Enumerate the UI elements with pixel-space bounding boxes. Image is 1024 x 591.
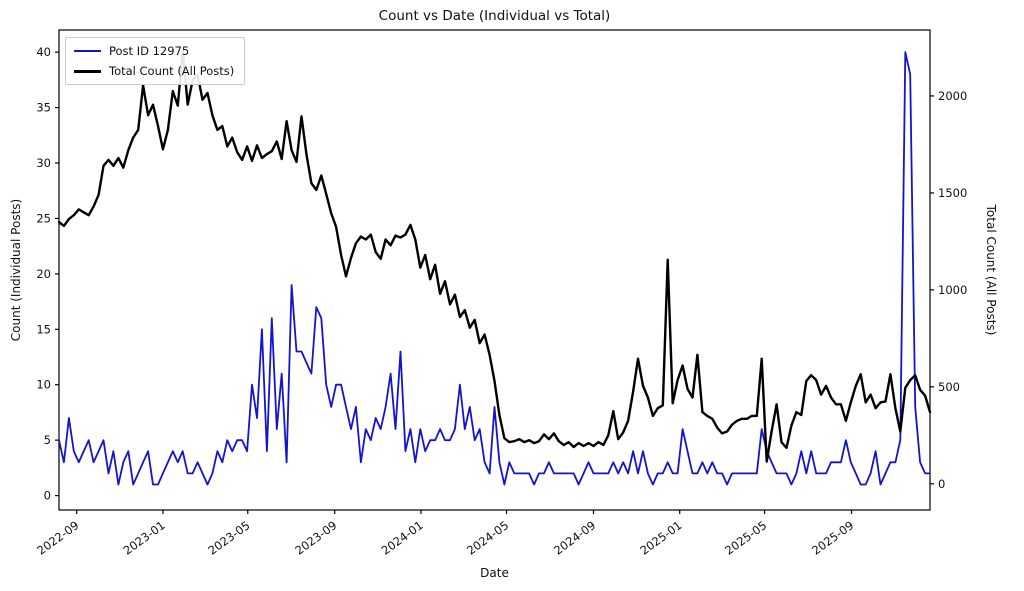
x-tick-label: 2023-05 (205, 518, 252, 558)
y-left-tick-label: 15 (36, 322, 51, 336)
legend-line-individual-icon (74, 50, 101, 52)
y-right-tick-label: 0 (938, 477, 945, 491)
x-tick-label: 2024-05 (464, 518, 511, 558)
x-tick-label: 2024-01 (379, 518, 426, 558)
x-tick-label: 2023-09 (292, 518, 339, 558)
legend-line-total-icon (74, 69, 101, 73)
x-tick-label: 2023-01 (121, 518, 168, 558)
y-left-tick-label: 25 (36, 211, 51, 225)
legend-item-individual: Post ID 12975 (74, 44, 234, 58)
x-tick-label: 2025-01 (637, 518, 684, 558)
y-left-tick-label: 40 (36, 45, 51, 59)
y-left-tick-label: 0 (44, 489, 51, 503)
legend-label-individual: Post ID 12975 (109, 44, 190, 58)
x-tick-label: 2025-09 (809, 518, 856, 558)
series-total (57, 49, 932, 463)
chart-title: Count vs Date (Individual vs Total) (378, 8, 611, 24)
y-right-tick-label: 1000 (938, 283, 967, 297)
y-left-tick-label: 5 (44, 433, 51, 447)
legend-item-total: Total Count (All Posts) (74, 64, 234, 78)
series-individual (58, 51, 931, 486)
x-tick-label: 2022-09 (34, 518, 81, 558)
legend: Post ID 12975 Total Count (All Posts) (65, 37, 246, 85)
x-axis-label: Date (480, 566, 509, 580)
legend-label-total: Total Count (All Posts) (109, 64, 235, 78)
y-left-tick-label: 20 (36, 267, 51, 281)
y-left-tick-label: 30 (36, 156, 51, 170)
y-right-tick-label: 500 (938, 380, 960, 394)
x-tick-label: 2024-09 (551, 518, 598, 558)
axes-frame (58, 29, 931, 511)
x-tick-label: 2025-05 (722, 518, 769, 558)
y-left-tick-label: 35 (36, 101, 51, 115)
y-right-tick-label: 2000 (938, 89, 967, 103)
y-left-tick-label: 10 (36, 378, 51, 392)
y-right-tick-label: 1500 (938, 186, 967, 200)
